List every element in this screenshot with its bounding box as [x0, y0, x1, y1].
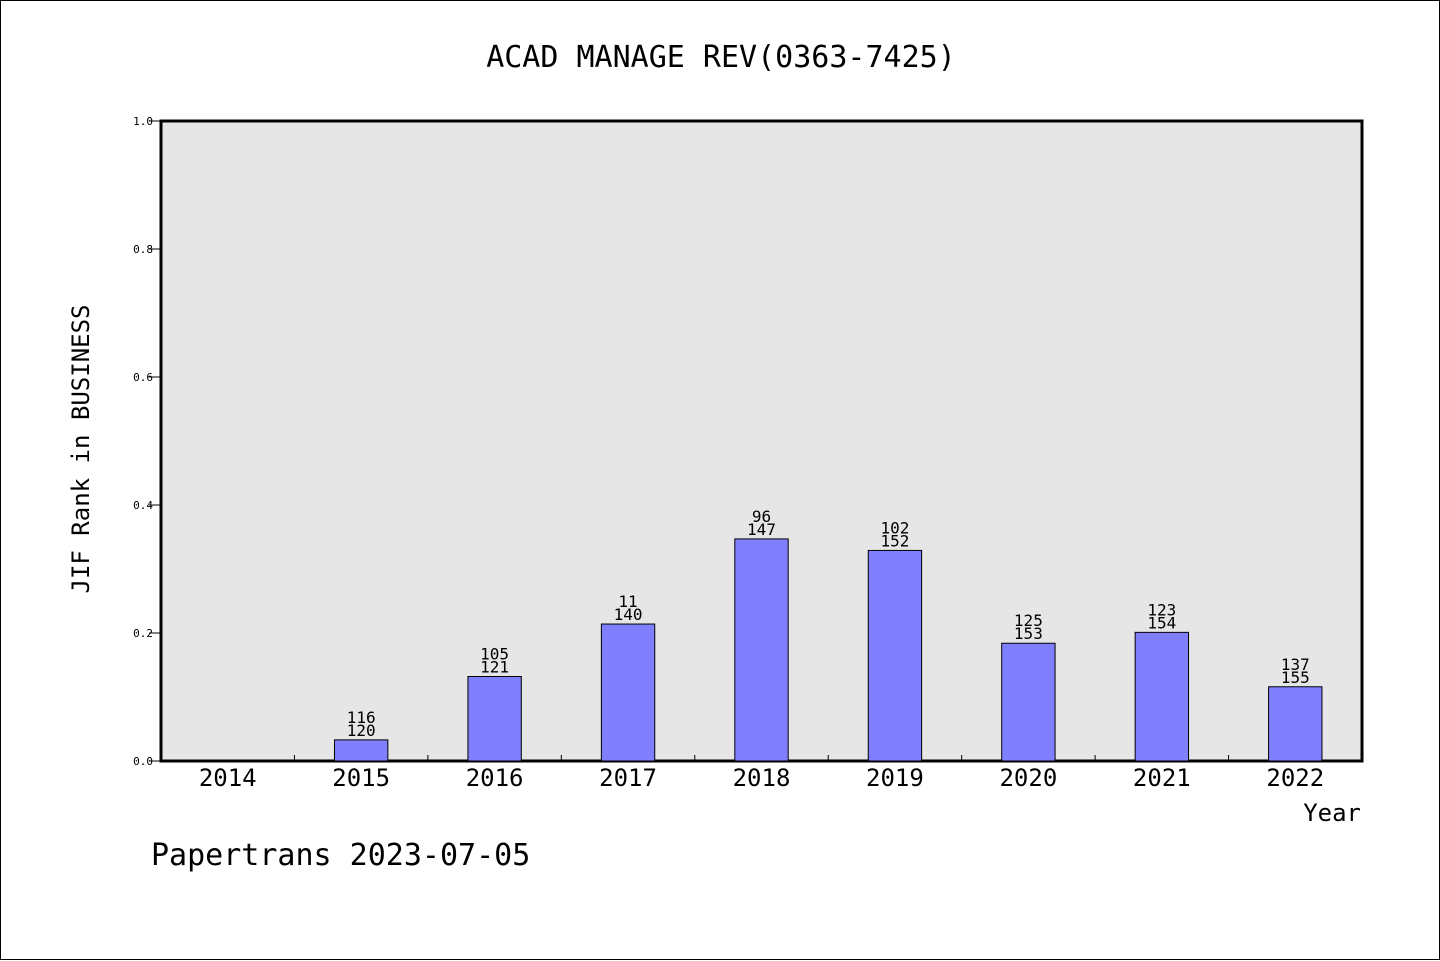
x-tick-label: 2018	[733, 764, 791, 792]
bar	[1001, 642, 1056, 762]
y-tick-label: 0.8	[133, 243, 153, 256]
bar	[734, 538, 789, 762]
bar-label-rank: 116	[347, 708, 376, 727]
bar-label-total: 155	[1281, 668, 1310, 687]
bar	[600, 623, 656, 762]
y-axis: 0.0 0.2 0.4 0.6 0.8 1.0	[133, 115, 161, 768]
bar-label-total: 121	[480, 658, 509, 677]
x-axis: 2014 2015 2016 2017 2018 2019 2020 2021 2022	[199, 755, 1324, 792]
x-tick-label: 2020	[999, 764, 1057, 792]
bar	[1268, 686, 1323, 762]
bar	[333, 739, 389, 762]
x-tick-label: 2022	[1266, 764, 1324, 792]
x-axis-title: Year	[1303, 799, 1361, 827]
bar-label-rank: 105	[480, 645, 509, 664]
y-tick-label: 0.4	[133, 499, 153, 512]
bar-label-rank: 102	[880, 518, 909, 537]
footer-credit: Papertrans 2023-07-05	[151, 838, 530, 873]
y-tick-label: 0.2	[133, 627, 153, 640]
bar-label-rank: 96	[752, 507, 771, 526]
bar-label-total: 140	[614, 605, 643, 624]
bar-label-total: 120	[347, 721, 376, 740]
x-tick-label: 2016	[466, 764, 524, 792]
y-tick-label: 1.0	[133, 115, 153, 128]
bar-label-total: 152	[880, 531, 909, 550]
bar	[1134, 631, 1190, 762]
y-tick-label: 0.0	[133, 755, 153, 768]
bar-label-rank: 11	[618, 592, 637, 611]
x-tick-label: 2017	[599, 764, 657, 792]
bar-label-rank: 123	[1147, 600, 1176, 619]
x-tick-label: 2019	[866, 764, 924, 792]
bar-label-total: 153	[1014, 624, 1043, 643]
bar	[467, 676, 522, 762]
bar-series	[333, 538, 1323, 762]
bar-label-rank: 125	[1014, 611, 1043, 630]
bar-label-rank: 137	[1281, 655, 1310, 674]
bar	[867, 549, 923, 762]
x-tick-label: 2021	[1133, 764, 1191, 792]
x-tick-label: 2015	[332, 764, 390, 792]
y-axis-title: JIF Rank in BUSINESS	[67, 305, 95, 594]
bar-label-total: 154	[1147, 613, 1176, 632]
chart-title: ACAD MANAGE REV(0363-7425)	[486, 40, 956, 75]
y-tick-label: 0.6	[133, 371, 153, 384]
x-tick-label: 2014	[199, 764, 257, 792]
bar-label-total: 147	[747, 520, 776, 539]
